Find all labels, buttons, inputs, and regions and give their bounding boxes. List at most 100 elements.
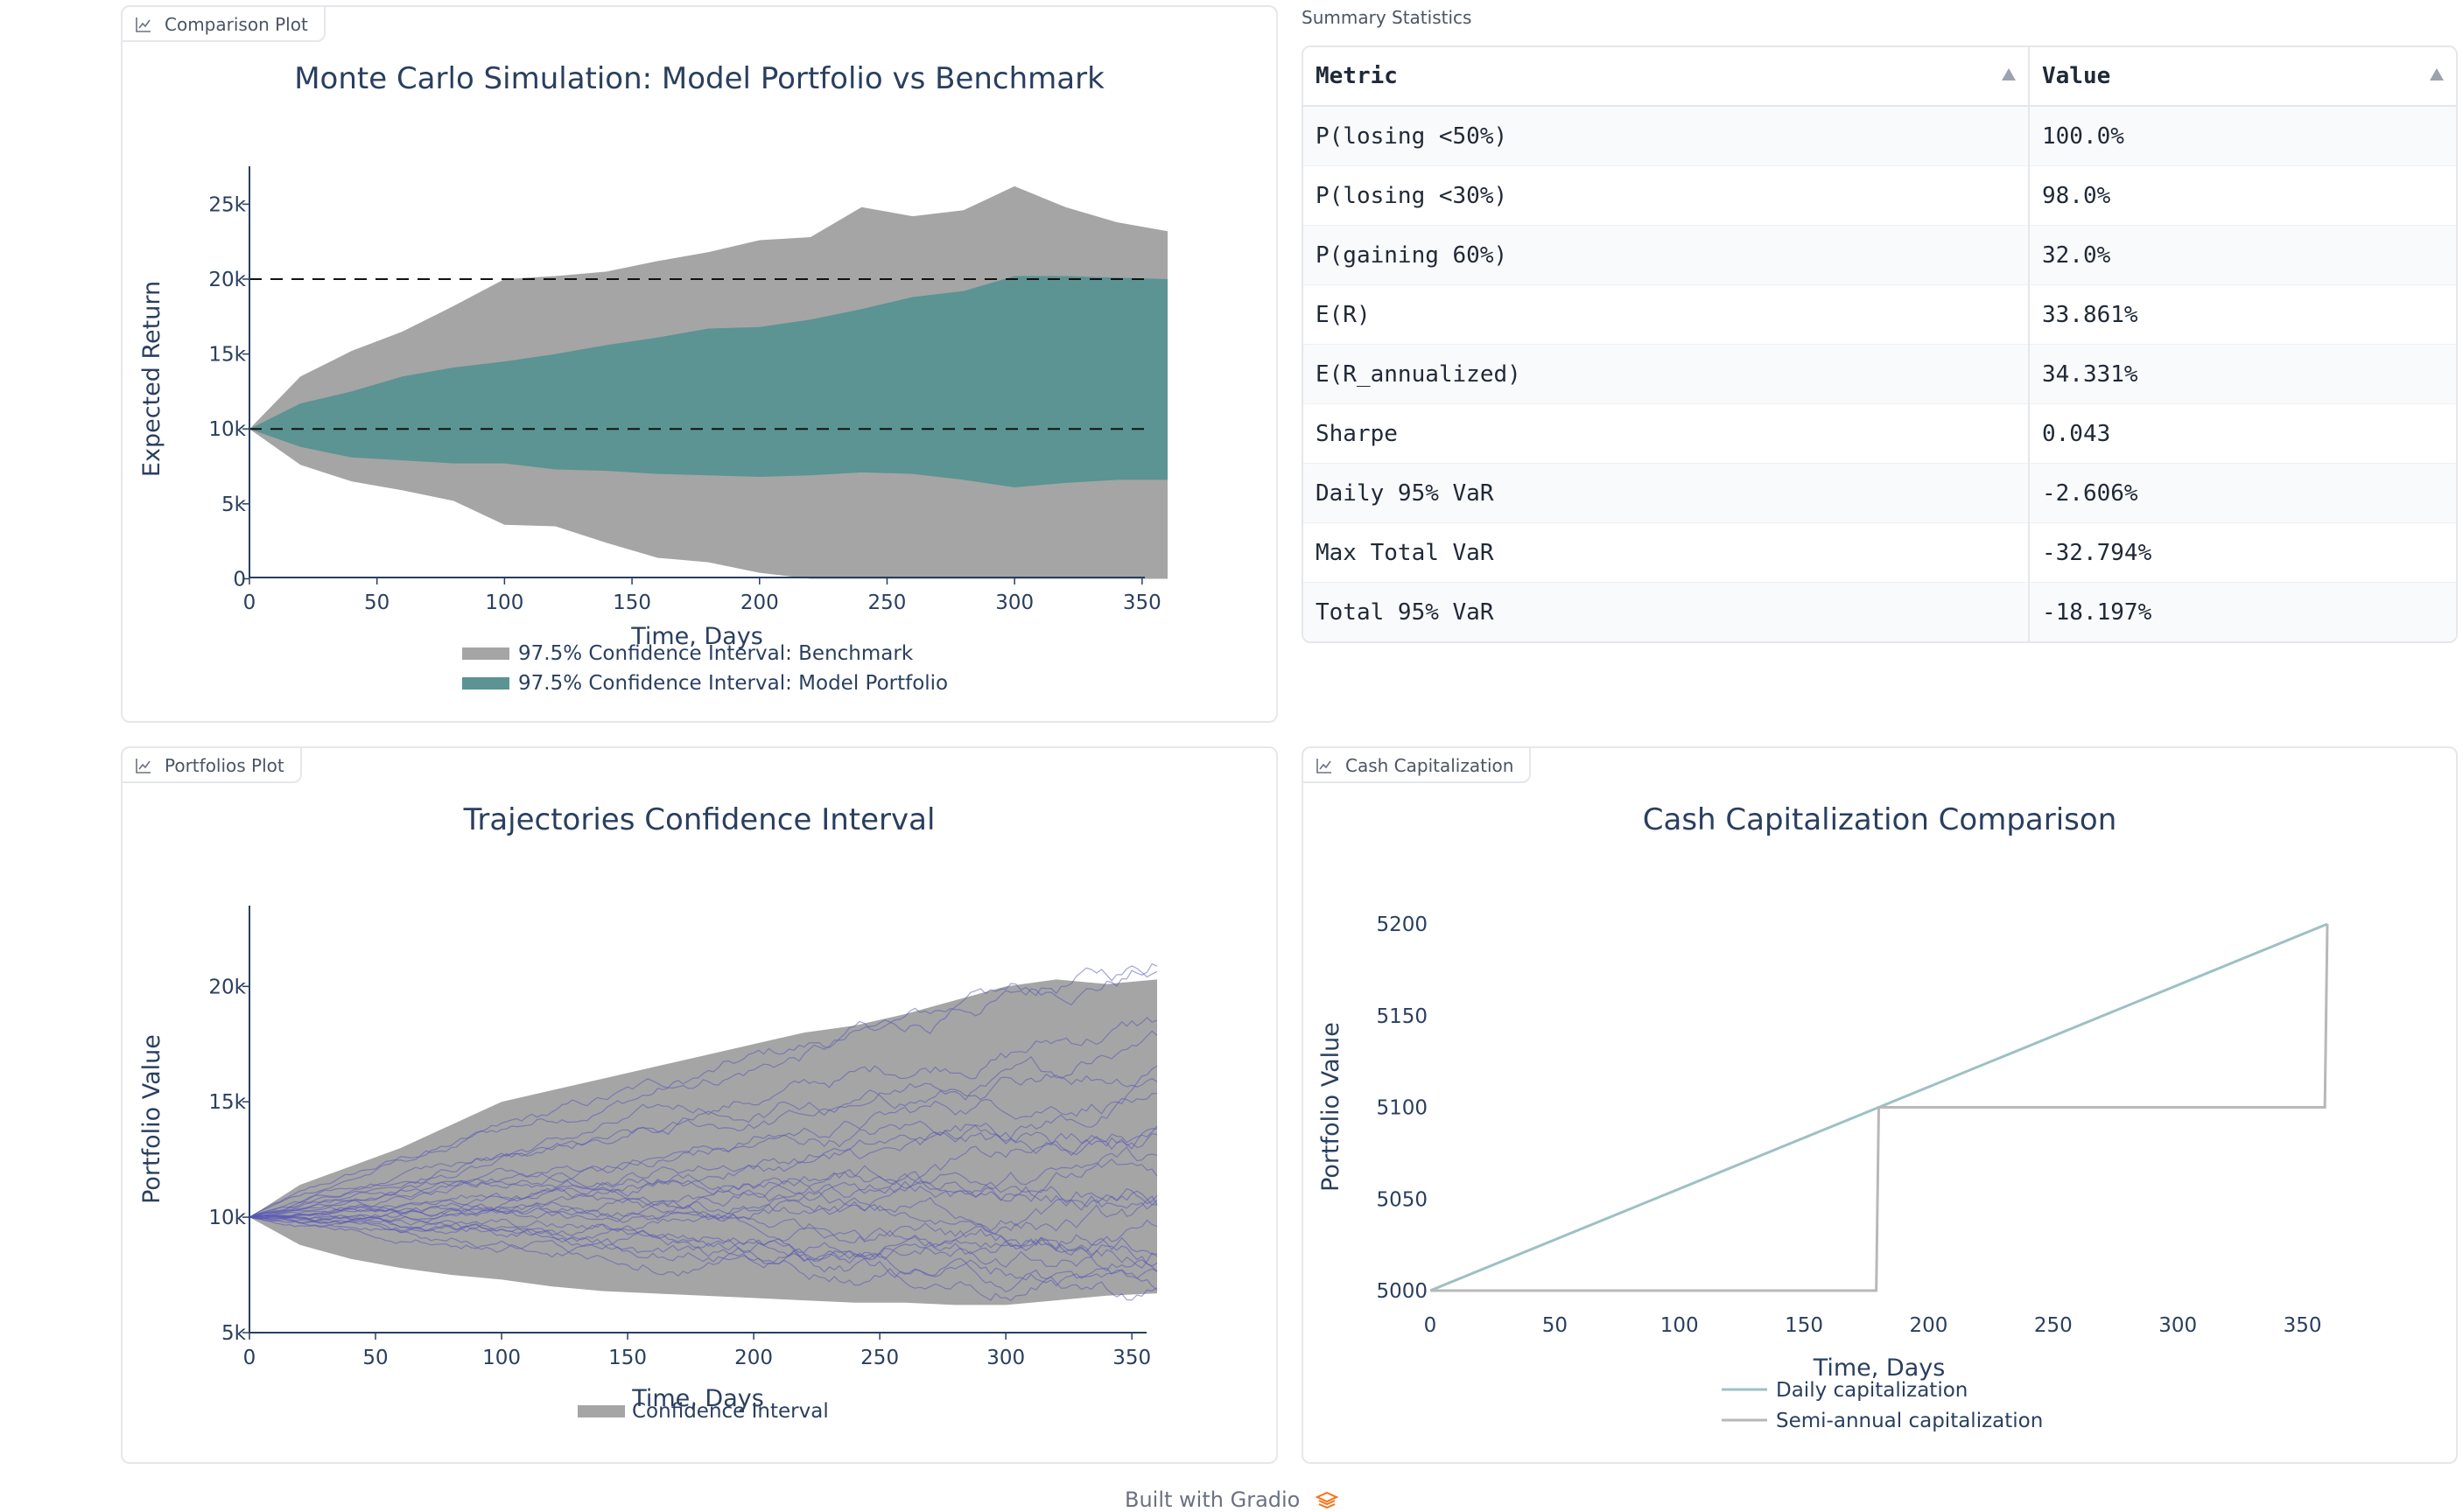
y-tick-label: 5k: [221, 1322, 247, 1345]
y-tick-label: 5k: [221, 494, 247, 516]
y-tick-label: 20k: [208, 269, 246, 291]
x-tick-label: 200: [734, 1347, 773, 1369]
table-row[interactable]: Sharpe 0.043: [1303, 403, 2456, 464]
y-axis-title: Expected Return: [138, 281, 165, 477]
trajectory-line: [249, 1017, 1158, 1218]
x-tick-label: 200: [740, 592, 779, 614]
cash-plot-title: Cash Capitalization Comparison: [1642, 802, 2117, 837]
column-header-value[interactable]: Value: [2029, 47, 2456, 107]
trajectory-line: [249, 1146, 1158, 1219]
trajectory-line: [249, 1209, 1158, 1250]
table-row[interactable]: P(losing <30%) 98.0%: [1303, 165, 2456, 226]
x-tick-label: 100: [1660, 1314, 1699, 1337]
trajectory-line: [249, 1122, 1158, 1218]
x-tick-label: 350: [1123, 592, 1161, 614]
x-tick-label: 150: [608, 1347, 647, 1369]
comparison-plot-title: Monte Carlo Simulation: Model Portfolio …: [294, 61, 1105, 96]
trajectory-line: [249, 1030, 1158, 1218]
trajectory-line: [249, 1214, 1158, 1272]
table-row[interactable]: P(gaining 60%) 32.0%: [1303, 225, 2456, 285]
x-tick-label: 0: [243, 1347, 256, 1369]
legend-label-daily: Daily capitalization: [1776, 1379, 1968, 1402]
portfolios-plot-title: Trajectories Confidence Interval: [463, 802, 936, 837]
trajectory-line: [249, 1180, 1158, 1222]
metric-cell[interactable]: E(R_annualized): [1303, 344, 2030, 404]
x-tick-label: 0: [243, 592, 256, 614]
cash-capitalization-panel: Cash Capitalization Cash Capitalization …: [1302, 746, 2458, 1464]
table-row[interactable]: Max Total VaR -32.794%: [1303, 522, 2456, 583]
y-axis-title: Portfolio Value: [138, 1034, 165, 1204]
trajectory-line: [249, 962, 1158, 1218]
trajectory-line: [249, 1158, 1158, 1218]
cash-capitalization-label: Cash Capitalization: [1302, 746, 1532, 783]
x-tick-label: 150: [613, 592, 651, 614]
value-cell[interactable]: 32.0%: [2029, 225, 2456, 285]
metric-cell[interactable]: Sharpe: [1303, 403, 2030, 464]
table-row[interactable]: E(R_annualized) 34.331%: [1303, 344, 2456, 404]
metric-cell[interactable]: P(losing <30%): [1303, 165, 2030, 226]
comparison-plot-label: Comparison Plot: [121, 5, 326, 42]
y-tick-label: 5200: [1376, 914, 1428, 936]
y-tick-label: 10k: [208, 1207, 246, 1229]
x-tick-label: 50: [364, 592, 389, 614]
value-cell[interactable]: -2.606%: [2029, 463, 2456, 523]
table-row[interactable]: Daily 95% VaR -2.606%: [1303, 463, 2456, 523]
comparison-chart: 0 50 100 150 200 250 300 350 0 5k 10k 15k 20k 25k Time…: [138, 166, 1168, 695]
y-tick-label: 15k: [208, 1091, 246, 1114]
legend-swatch-model-portfolio: [462, 677, 509, 690]
chart-icon: [1316, 759, 1331, 774]
built-with-gradio-link[interactable]: Built with Gradio: [1125, 1488, 1301, 1512]
trajectory-line: [249, 965, 1158, 1218]
value-cell[interactable]: 0.043: [2029, 403, 2456, 464]
x-tick-label: 150: [1785, 1314, 1823, 1337]
trajectory-line: [249, 1216, 1158, 1292]
chart-icon: [136, 18, 151, 32]
metric-cell[interactable]: E(R): [1303, 284, 2030, 345]
x-tick-label: 200: [1909, 1314, 1947, 1337]
metric-cell[interactable]: Max Total VaR: [1303, 522, 2030, 583]
table-row[interactable]: E(R) 33.861%: [1303, 284, 2456, 345]
trajectories-chart: 0 50 100 150 200 250 300 350 5k 10k 15k 20k Time, Da…: [138, 906, 1158, 1423]
legend-swatch-benchmark: [462, 648, 509, 660]
table-row[interactable]: P(losing <50%) 100.0%: [1303, 105, 2456, 166]
y-tick-label: 10k: [208, 418, 246, 441]
metric-cell[interactable]: Total 95% VaR: [1303, 582, 2030, 641]
metric-cell[interactable]: P(losing <50%): [1303, 105, 2030, 166]
y-tick-label: 20k: [208, 976, 246, 998]
metric-cell[interactable]: Daily 95% VaR: [1303, 463, 2030, 523]
portfolios-plot-label: Portfolios Plot: [121, 746, 302, 783]
trajectory-line: [249, 1093, 1158, 1218]
x-tick-label: 250: [868, 592, 907, 614]
value-cell[interactable]: 34.331%: [2029, 344, 2456, 404]
sort-arrow-icon[interactable]: [2002, 68, 2016, 80]
gradio-logo-icon: [1316, 1491, 1338, 1509]
y-axis-title: Portfolio Value: [1317, 1022, 1344, 1192]
cash-capitalization-label-text: Cash Capitalization: [1345, 755, 1514, 776]
value-cell[interactable]: -18.197%: [2029, 582, 2456, 641]
y-tick-label: 5100: [1376, 1097, 1428, 1120]
x-axis-title: Time, Days: [630, 623, 763, 650]
footer: Built with Gradio: [0, 1488, 2463, 1512]
summary-statistics-table: Metric Value P(losing <50%) 100.0% P(losin…: [1302, 46, 2458, 643]
x-tick-label: 250: [2034, 1314, 2073, 1337]
x-tick-label: 350: [2284, 1314, 2322, 1337]
x-axis-title: Time, Days: [631, 1385, 764, 1412]
sort-arrow-icon[interactable]: [2430, 68, 2444, 80]
trajectory-line: [249, 1216, 1158, 1302]
y-tick-label: 5000: [1376, 1280, 1428, 1303]
value-cell[interactable]: -32.794%: [2029, 522, 2456, 583]
trajectory-line: [249, 1216, 1158, 1287]
y-tick-label: 0: [233, 568, 246, 591]
value-cell[interactable]: 100.0%: [2029, 105, 2456, 166]
legend-label-confidence-interval: Confidence Interval: [632, 1400, 829, 1423]
metric-cell[interactable]: P(gaining 60%): [1303, 225, 2030, 285]
column-header-metric[interactable]: Metric: [1303, 47, 2030, 107]
legend-label-benchmark: 97.5% Confidence Interval: Benchmark: [518, 642, 914, 665]
x-tick-label: 300: [995, 592, 1034, 614]
chart-icon: [136, 759, 151, 774]
table-row[interactable]: Total 95% VaR -18.197%: [1303, 582, 2456, 641]
legend-label-model-portfolio: 97.5% Confidence Interval: Model Portfol…: [518, 672, 948, 695]
value-cell[interactable]: 33.861%: [2029, 284, 2456, 345]
cash-chart: Portfolio Value 5000 5050 5100 5150 5200 0 50 10…: [1317, 914, 2329, 1432]
value-cell[interactable]: 98.0%: [2029, 165, 2456, 226]
